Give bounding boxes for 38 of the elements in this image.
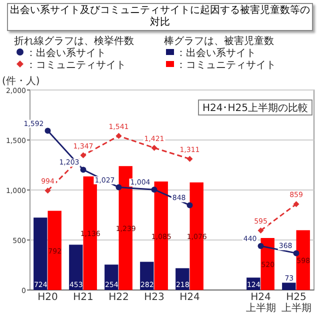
bar: [176, 268, 190, 290]
text: 折れ線グラフは、検挙件数: [14, 35, 134, 47]
point: [44, 128, 51, 134]
x-tick-label: H23: [144, 292, 164, 303]
legend-label: ：コミュニティサイト: [26, 60, 126, 71]
point: [44, 188, 51, 194]
point: [80, 166, 86, 173]
x-tick-label: H24上半期: [246, 292, 276, 314]
legend-label: ：出会い系サイト: [176, 47, 256, 59]
point: [186, 202, 193, 208]
x-tick-label: H25上半期: [281, 292, 312, 314]
point: [293, 201, 300, 208]
legend-label: ：出会い系サイト: [26, 47, 106, 59]
point: [258, 243, 264, 249]
point: [293, 250, 300, 256]
bar: [140, 262, 154, 290]
bar: [69, 244, 83, 290]
point: [116, 132, 122, 139]
x-tick-label: H24: [180, 292, 200, 303]
x-tick-label: H21: [73, 292, 94, 303]
bar: [48, 210, 62, 290]
point: [80, 152, 86, 158]
point: [258, 228, 264, 234]
bar: [104, 264, 118, 290]
point: [151, 186, 158, 193]
bar: [296, 230, 310, 290]
x-tick-label: H22: [108, 292, 129, 303]
legend-label: ：コミュニティサイト: [176, 60, 276, 71]
point: [186, 156, 193, 162]
chart-title: 出会い系サイト及びコミュニティサイトに起因する被害児童数等の対比: [7, 3, 313, 31]
x-tick-label: H20: [38, 292, 58, 303]
text: 棒グラフは、被害児童数: [164, 35, 274, 47]
point: [116, 184, 122, 190]
bar: [34, 218, 48, 290]
bar: [282, 282, 296, 290]
annotation: H24･H25上半期の比較: [202, 102, 308, 114]
y-axis-title: (件・人): [2, 76, 40, 87]
point: [151, 144, 158, 151]
